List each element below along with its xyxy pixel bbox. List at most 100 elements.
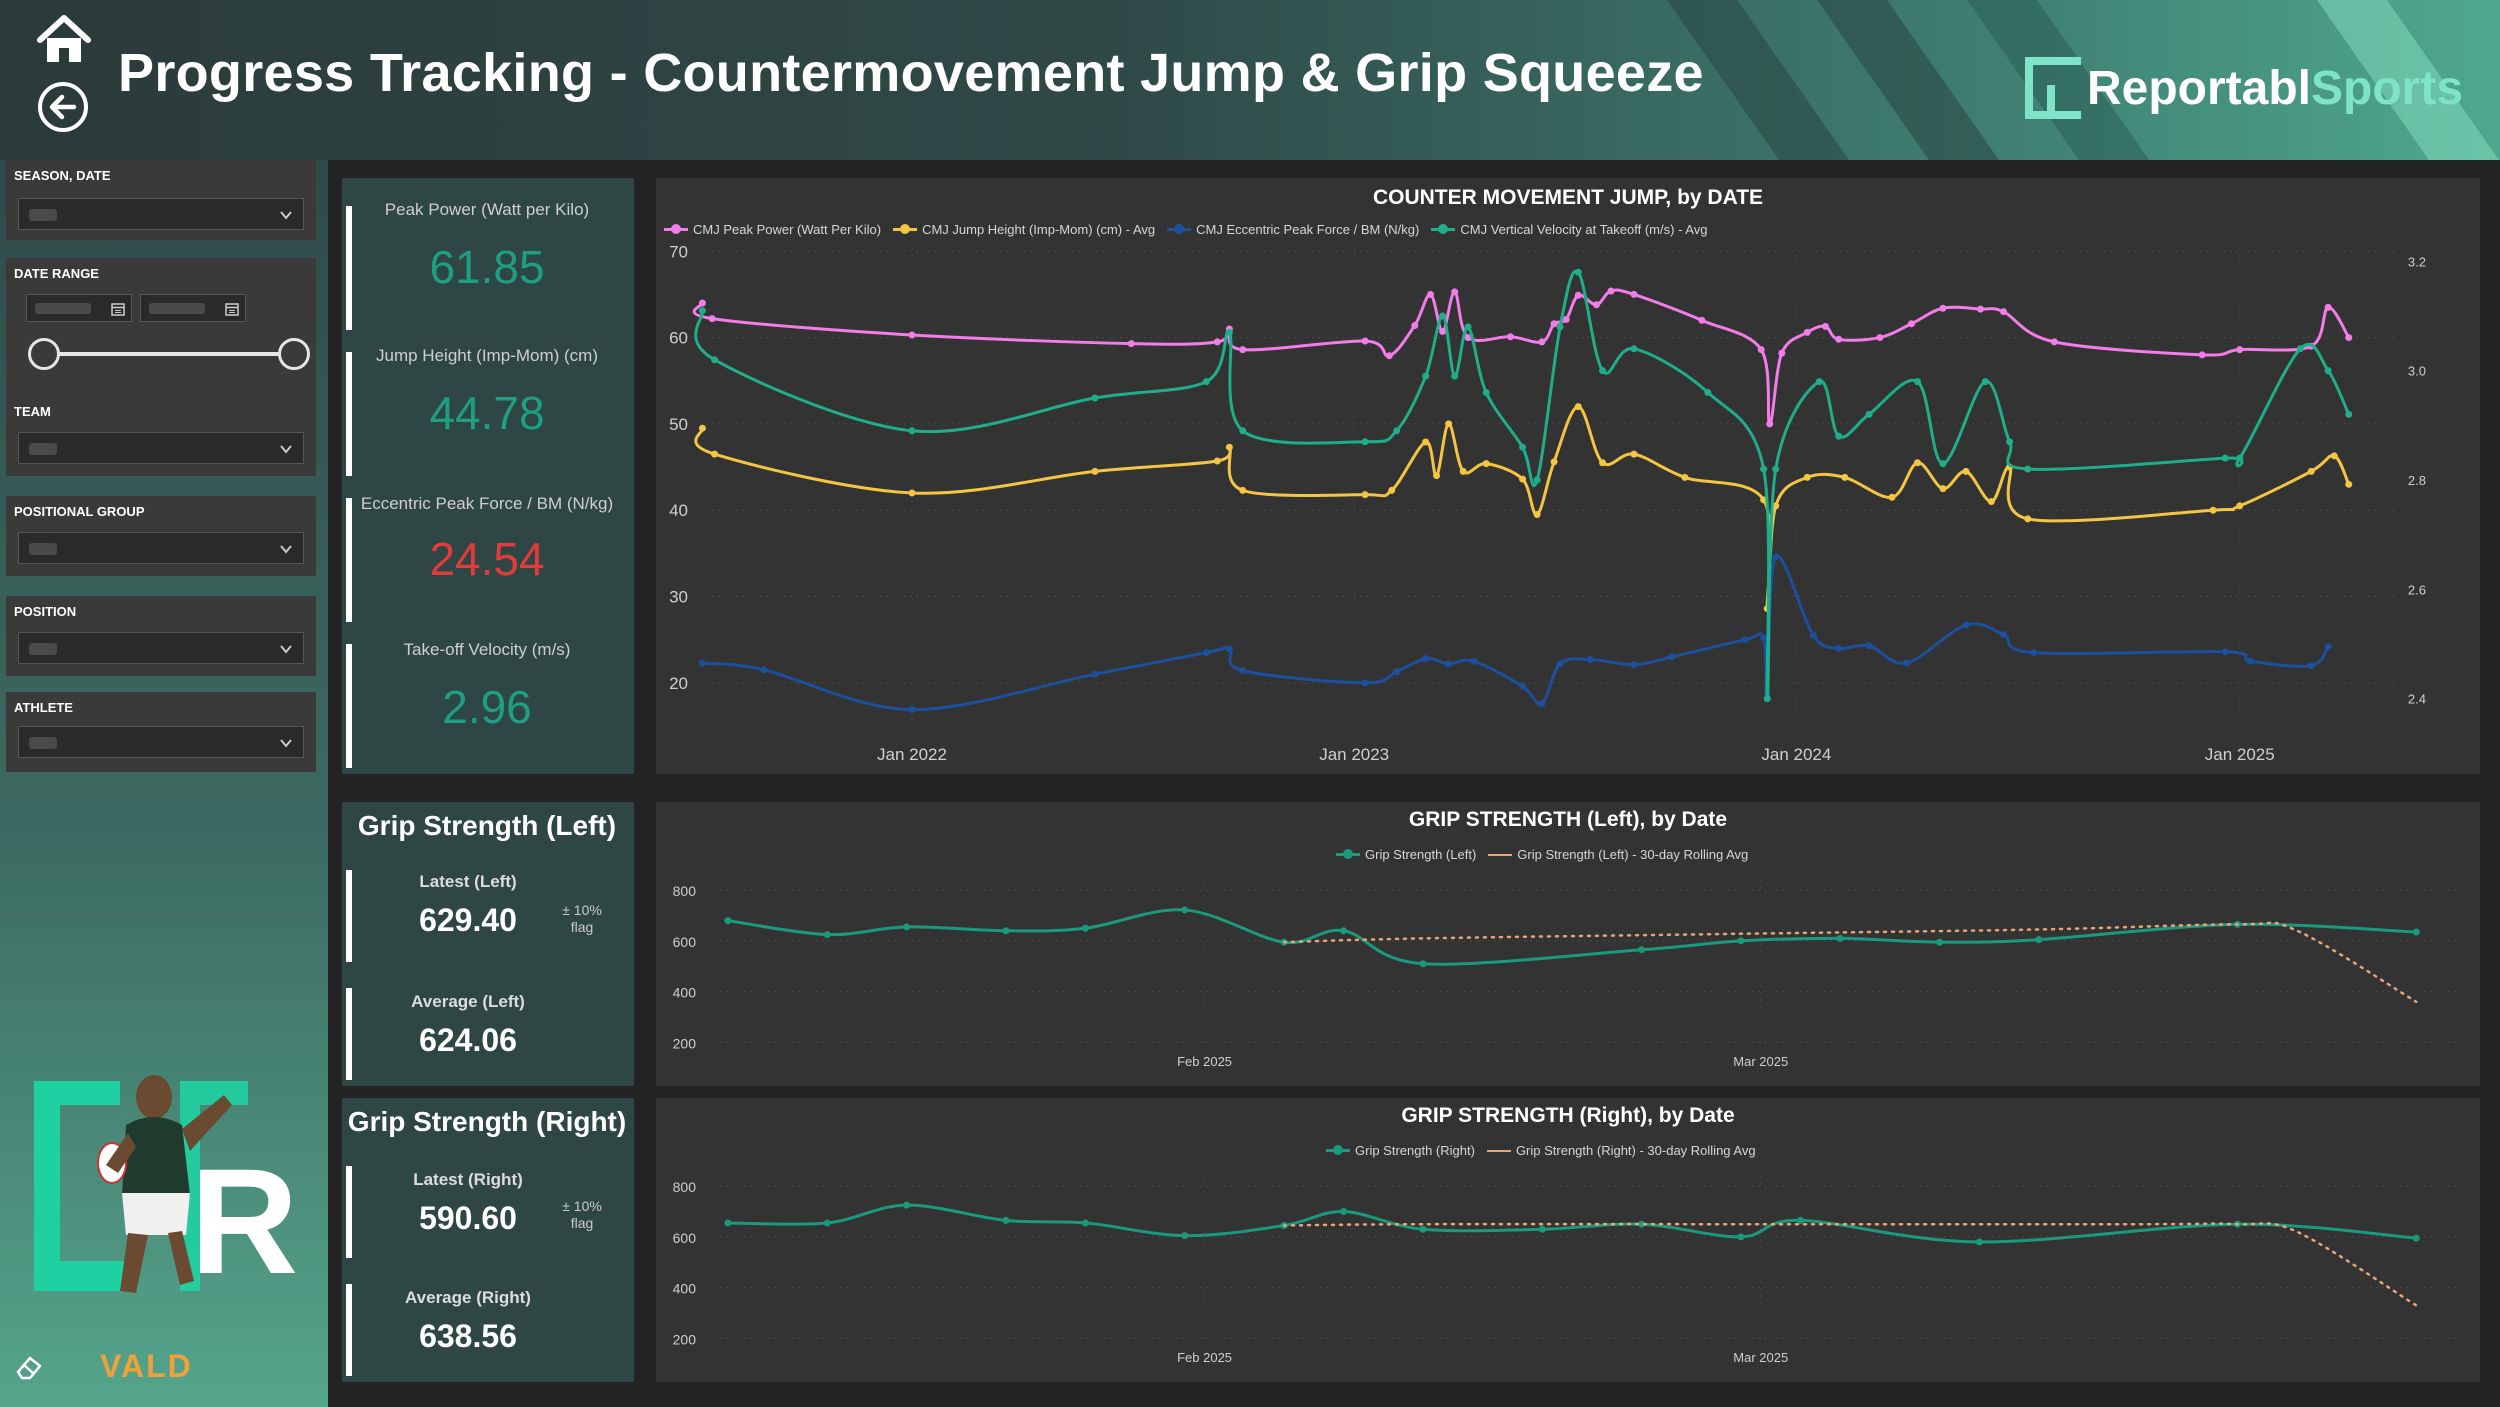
legend-item-grip-left[interactable]: Grip Strength (Left) bbox=[1336, 847, 1476, 862]
kpi-accent-bar bbox=[346, 988, 352, 1080]
legend-item-jump-height[interactable]: CMJ Jump Height (Imp-Mom) (cm) - Avg bbox=[893, 222, 1155, 237]
data-point-cmj-peak-power-watt-per-kilo bbox=[1506, 333, 1514, 341]
data-point-cmj-vertical-velocity-at-takeoff-m-s-avg bbox=[1630, 345, 1638, 353]
legend-item-peak-power[interactable]: CMJ Peak Power (Watt Per Kilo) bbox=[664, 222, 881, 237]
series-line-cmj-vertical-velocity-at-takeoff-m-s-avg bbox=[694, 269, 2351, 701]
y2-tick-label: 2.4 bbox=[2408, 692, 2426, 707]
data-point-cmj-vertical-velocity-at-takeoff-m-s-avg bbox=[1422, 372, 1430, 380]
data-point-cmj-eccentric-peak-force-bm-n-kg bbox=[1091, 670, 1099, 678]
series-line-grip-strength-right-30-day-rolling-avg bbox=[1282, 1222, 2418, 1307]
grip-left-title: Grip Strength (Left) bbox=[357, 810, 617, 841]
x-tick-label: Jan 2023 bbox=[1319, 745, 1389, 764]
data-point-cmj-peak-power-watt-per-kilo bbox=[1803, 328, 1811, 336]
data-point-cmj-vertical-velocity-at-takeoff-m-s-avg bbox=[1815, 378, 1823, 386]
cmj-chart-panel: COUNTER MOVEMENT JUMP, by DATE CMJ Peak … bbox=[656, 178, 2480, 774]
data-point-cmj-peak-power-watt-per-kilo bbox=[1778, 349, 1786, 357]
data-point-cmj-eccentric-peak-force-bm-n-kg bbox=[1519, 682, 1527, 690]
start-date-input[interactable] bbox=[26, 294, 132, 322]
grip-left-average-value: 624.06 bbox=[419, 1022, 517, 1058]
positional-group-dropdown[interactable] bbox=[18, 532, 304, 564]
data-point-grip-strength-left bbox=[1419, 960, 1427, 968]
data-point-cmj-jump-height-imp-mom-cm-avg bbox=[1772, 502, 1780, 510]
data-point-cmj-peak-power-watt-per-kilo bbox=[1213, 338, 1221, 346]
x-tick-label: Mar 2025 bbox=[1733, 1054, 1788, 1069]
data-point-cmj-jump-height-imp-mom-cm-avg bbox=[1482, 460, 1490, 468]
series-line-cmj-eccentric-peak-force-bm-n-kg bbox=[702, 554, 2330, 712]
data-point-cmj-eccentric-peak-force-bm-n-kg bbox=[760, 666, 768, 674]
data-point-cmj-eccentric-peak-force-bm-n-kg bbox=[1760, 634, 1768, 642]
data-point-grip-strength-right bbox=[1181, 1232, 1189, 1240]
date-range-slider-track[interactable] bbox=[46, 352, 294, 356]
data-point-cmj-peak-power-watt-per-kilo bbox=[1999, 308, 2007, 316]
data-point-cmj-vertical-velocity-at-takeoff-m-s-avg bbox=[2006, 438, 2014, 446]
data-point-cmj-peak-power-watt-per-kilo bbox=[2198, 351, 2206, 359]
data-point-cmj-jump-height-imp-mom-cm-avg bbox=[908, 489, 916, 497]
data-point-cmj-peak-power-watt-per-kilo bbox=[2345, 334, 2353, 342]
data-point-cmj-peak-power-watt-per-kilo bbox=[1574, 291, 1582, 299]
kpi-label-eccentric-force: Eccentric Peak Force / BM (N/kg) bbox=[360, 494, 614, 513]
data-point-cmj-peak-power-watt-per-kilo bbox=[1451, 288, 1459, 296]
data-point-cmj-eccentric-peak-force-bm-n-kg bbox=[1668, 653, 1676, 661]
legend-swatch bbox=[1167, 224, 1192, 234]
chevron-down-icon bbox=[280, 645, 292, 654]
date-range-end-handle[interactable] bbox=[278, 338, 310, 370]
data-point-cmj-jump-height-imp-mom-cm-avg bbox=[1213, 457, 1221, 465]
home-icon[interactable] bbox=[36, 14, 92, 66]
data-point-cmj-peak-power-watt-per-kilo bbox=[698, 299, 706, 307]
data-point-cmj-vertical-velocity-at-takeoff-m-s-avg bbox=[1599, 367, 1607, 375]
data-point-cmj-jump-height-imp-mom-cm-avg bbox=[1574, 403, 1582, 411]
cmj-line-chart[interactable]: 20 30 40 50 60 70 2.4 2.6 2.8 3.0 3.2 Jan 2022 Jan 2… bbox=[656, 178, 2480, 774]
season-date-dropdown[interactable] bbox=[18, 198, 304, 230]
data-point-cmj-peak-power-watt-per-kilo bbox=[2236, 346, 2244, 354]
data-point-cmj-peak-power-watt-per-kilo bbox=[1607, 287, 1615, 295]
data-point-cmj-jump-height-imp-mom-cm-avg bbox=[1225, 443, 1233, 451]
legend-label: CMJ Jump Height (Imp-Mom) (cm) - Avg bbox=[922, 222, 1156, 237]
cmj-chart-legend: CMJ Peak Power (Watt Per Kilo) CMJ Jump … bbox=[664, 222, 1719, 237]
data-point-cmj-jump-height-imp-mom-cm-avg bbox=[1962, 467, 1970, 475]
data-point-cmj-eccentric-peak-force-bm-n-kg bbox=[908, 706, 916, 714]
date-range-start-handle[interactable] bbox=[28, 338, 60, 370]
data-point-cmj-vertical-velocity-at-takeoff-m-s-avg bbox=[2024, 465, 2032, 473]
legend-item-grip-left-rolling[interactable]: Grip Strength (Left) - 30-day Rolling Av… bbox=[1488, 847, 1748, 862]
back-arrow-icon[interactable] bbox=[36, 80, 90, 134]
chevron-down-icon bbox=[280, 211, 292, 220]
chevron-down-icon bbox=[280, 739, 292, 748]
data-point-cmj-vertical-velocity-at-takeoff-m-s-avg bbox=[2221, 454, 2229, 462]
legend-item-takeoff-velocity[interactable]: CMJ Vertical Velocity at Takeoff (m/s) -… bbox=[1431, 222, 1707, 237]
data-point-cmj-peak-power-watt-per-kilo bbox=[1821, 322, 1829, 330]
legend-item-eccentric-force[interactable]: CMJ Eccentric Peak Force / BM (N/kg) bbox=[1167, 222, 1419, 237]
end-date-input[interactable] bbox=[140, 294, 246, 322]
y-tick-label: 200 bbox=[673, 1035, 697, 1051]
calendar-icon[interactable] bbox=[225, 302, 239, 316]
dropdown-value bbox=[29, 737, 57, 749]
data-point-cmj-jump-height-imp-mom-cm-avg bbox=[1433, 472, 1441, 480]
position-dropdown[interactable] bbox=[18, 632, 304, 664]
data-point-cmj-peak-power-watt-per-kilo bbox=[1698, 316, 1706, 324]
grip-left-latest-value: 629.40 bbox=[419, 902, 517, 938]
calendar-icon[interactable] bbox=[111, 302, 125, 316]
chevron-down-icon bbox=[280, 445, 292, 454]
data-point-cmj-vertical-velocity-at-takeoff-m-s-avg bbox=[1482, 389, 1490, 397]
legend-item-grip-right-rolling[interactable]: Grip Strength (Right) - 30-day Rolling A… bbox=[1486, 1143, 1756, 1158]
athlete-dropdown[interactable] bbox=[18, 726, 304, 758]
data-point-cmj-eccentric-peak-force-bm-n-kg bbox=[1999, 631, 2007, 639]
reportabl-sports-logo: Reportabl Sports bbox=[2025, 48, 2465, 128]
data-point-grip-strength-right bbox=[1975, 1238, 1983, 1246]
data-point-cmj-vertical-velocity-at-takeoff-m-s-avg bbox=[1763, 695, 1771, 703]
data-point-cmj-vertical-velocity-at-takeoff-m-s-avg bbox=[2324, 367, 2332, 375]
legend-label: CMJ Peak Power (Watt Per Kilo) bbox=[693, 222, 882, 237]
eraser-icon[interactable] bbox=[12, 1350, 44, 1382]
data-point-cmj-jump-height-imp-mom-cm-avg bbox=[1388, 486, 1396, 494]
data-point-grip-strength-right bbox=[823, 1219, 831, 1227]
data-point-grip-strength-left bbox=[2035, 936, 2043, 944]
legend-item-grip-right[interactable]: Grip Strength (Right) bbox=[1326, 1143, 1475, 1158]
team-dropdown[interactable] bbox=[18, 432, 304, 464]
data-point-cmj-jump-height-imp-mom-cm-avg bbox=[1987, 498, 1995, 506]
brand-name-part1: Reportabl bbox=[2087, 61, 2312, 115]
y-tick-label: 50 bbox=[669, 415, 688, 434]
slicer-position: POSITION bbox=[6, 596, 316, 676]
data-point-cmj-peak-power-watt-per-kilo bbox=[1426, 290, 1434, 298]
legend-swatch bbox=[1486, 1149, 1511, 1152]
